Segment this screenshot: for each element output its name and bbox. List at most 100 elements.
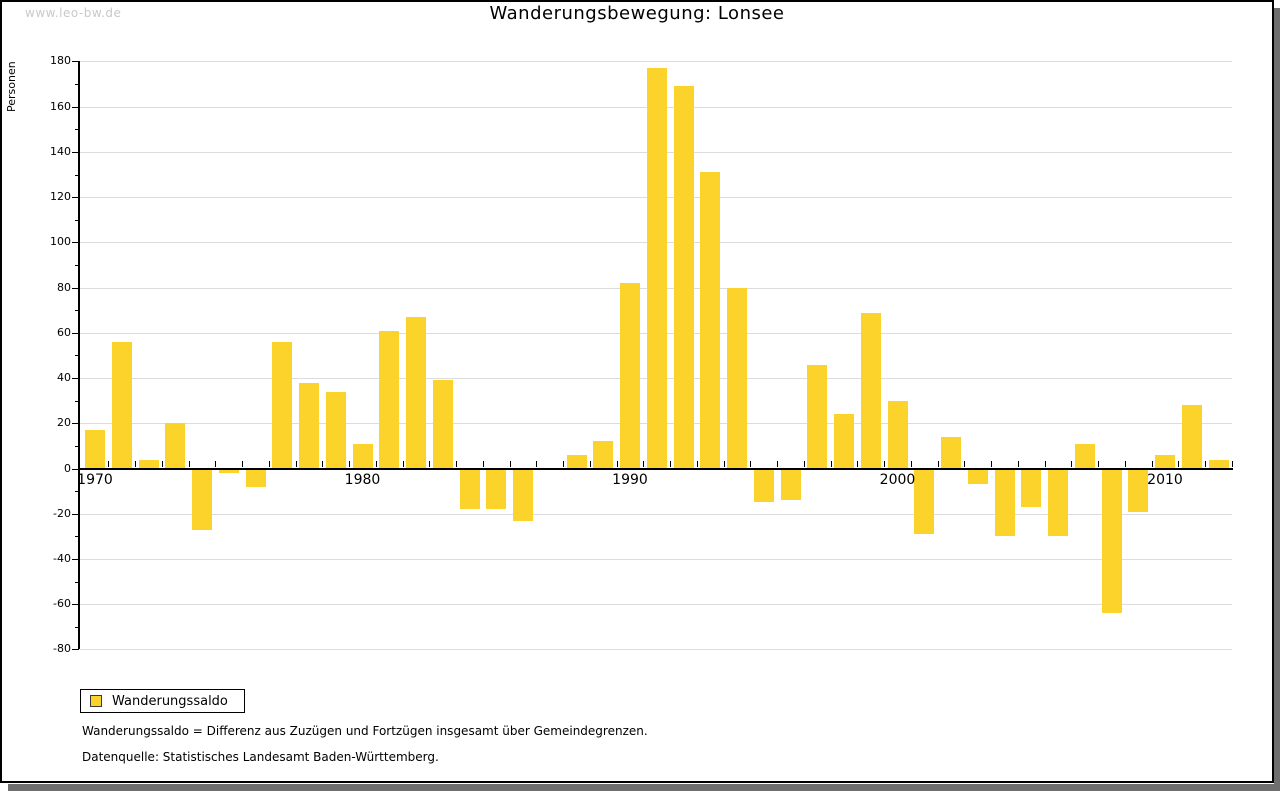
bar-1972 xyxy=(138,459,159,469)
y-tick-140 xyxy=(72,152,79,153)
y-axis-title: Personen xyxy=(5,61,18,112)
y-tick-0 xyxy=(72,469,79,470)
legend-label: Wanderungssaldo xyxy=(112,693,228,709)
y-tick--40 xyxy=(72,559,79,560)
bar-2008 xyxy=(1101,468,1122,614)
y-tick-180 xyxy=(72,61,79,62)
bar-1981 xyxy=(379,330,400,469)
footnote-source: Datenquelle: Statistisches Landesamt Bad… xyxy=(82,750,439,764)
bar-1986 xyxy=(513,468,533,521)
gridline-y--40 xyxy=(80,559,1232,560)
y-tick-50 xyxy=(75,355,79,356)
bar-2011 xyxy=(1181,405,1202,469)
y-tick-30 xyxy=(75,401,79,402)
gridline-y--60 xyxy=(80,604,1232,605)
y-tick--10 xyxy=(75,491,79,492)
x-tick-39 xyxy=(1151,461,1153,467)
y-tick--50 xyxy=(75,582,79,583)
bar-1976 xyxy=(245,468,266,487)
y-tick-120 xyxy=(72,197,79,198)
y-tick-label-140: 140 xyxy=(50,145,71,158)
x-tick-30 xyxy=(910,461,912,467)
x-tick-21 xyxy=(670,461,672,467)
y-tick-110 xyxy=(75,220,79,221)
bar-2006 xyxy=(1048,468,1068,537)
x-tick-label-1990: 1990 xyxy=(612,471,648,488)
gridline-y--80 xyxy=(80,649,1232,650)
y-tick--20 xyxy=(72,514,79,515)
x-tick-37 xyxy=(1098,461,1100,467)
y-tick-150 xyxy=(75,129,79,130)
x-tick-31 xyxy=(937,461,939,467)
y-tick--70 xyxy=(75,627,79,628)
bar-1984 xyxy=(459,468,480,510)
x-tick-10 xyxy=(375,461,377,467)
x-tick-26 xyxy=(803,461,805,467)
x-tick-2 xyxy=(161,461,163,467)
x-tick-24 xyxy=(750,461,752,467)
legend: Wanderungssaldo xyxy=(80,689,245,713)
legend-swatch-icon xyxy=(90,695,102,707)
y-tick-90 xyxy=(75,265,79,266)
y-tick--30 xyxy=(75,536,79,537)
y-tick-70 xyxy=(75,310,79,311)
y-tick--80 xyxy=(72,649,79,650)
x-tick-23 xyxy=(723,461,725,467)
bar-1995 xyxy=(753,468,774,503)
bar-2003 xyxy=(967,468,988,485)
y-tick--60 xyxy=(72,604,79,605)
bar-2009 xyxy=(1128,468,1149,512)
y-tick-60 xyxy=(72,333,79,334)
bar-1994 xyxy=(727,287,747,469)
bar-1971 xyxy=(111,341,132,469)
y-tick-label-120: 120 xyxy=(50,190,71,203)
bar-2012 xyxy=(1208,459,1229,469)
x-tick-38 xyxy=(1124,461,1126,467)
x-tick-35 xyxy=(1044,461,1046,467)
bar-1973 xyxy=(165,423,186,469)
x-tick-5 xyxy=(242,461,244,467)
bar-1978 xyxy=(299,382,319,469)
x-tick-7 xyxy=(295,461,297,467)
gridline-y--20 xyxy=(80,514,1232,515)
x-tick-40 xyxy=(1178,461,1180,467)
bar-1999 xyxy=(860,312,881,469)
footnote-definition: Wanderungssaldo = Differenz aus Zuzügen … xyxy=(82,724,648,738)
x-tick-8 xyxy=(322,461,324,467)
bar-1974 xyxy=(192,468,212,530)
bar-1998 xyxy=(834,414,854,469)
x-axis xyxy=(78,468,1233,470)
x-tick-29 xyxy=(884,461,886,467)
y-tick-130 xyxy=(75,175,79,176)
watermark: www.leo-bw.de xyxy=(25,6,122,20)
x-tick-22 xyxy=(696,461,698,467)
y-tick-20 xyxy=(72,423,79,424)
bar-1975 xyxy=(218,468,239,473)
bar-1983 xyxy=(432,380,453,469)
x-tick-12 xyxy=(429,461,431,467)
y-tick-label-60: 60 xyxy=(57,326,71,339)
x-tick-33 xyxy=(991,461,993,467)
chart-title: Wanderungsbewegung: Lonsee xyxy=(489,3,785,24)
x-tick-36 xyxy=(1071,461,1073,467)
x-tick-34 xyxy=(1017,461,1019,467)
x-tick-label-1980: 1980 xyxy=(344,471,381,488)
bar-2007 xyxy=(1074,443,1095,469)
x-tick-19 xyxy=(616,461,618,467)
y-tick-label-80: 80 xyxy=(57,281,71,294)
x-tick-0 xyxy=(108,461,110,467)
x-tick-label-1970: 1970 xyxy=(77,471,113,488)
x-tick-41 xyxy=(1205,461,1207,467)
bar-2005 xyxy=(1021,468,1042,507)
x-tick-20 xyxy=(643,461,645,467)
x-tick-28 xyxy=(857,461,859,467)
bar-1985 xyxy=(486,468,507,510)
x-tick-25 xyxy=(777,461,779,467)
bar-1979 xyxy=(325,391,346,469)
x-tick-1 xyxy=(135,461,137,467)
bar-1993 xyxy=(700,172,721,469)
y-tick-label--20: -20 xyxy=(53,507,71,520)
y-tick-label-160: 160 xyxy=(50,100,71,113)
bar-1980 xyxy=(352,443,373,469)
y-tick-label--80: -80 xyxy=(53,642,71,655)
